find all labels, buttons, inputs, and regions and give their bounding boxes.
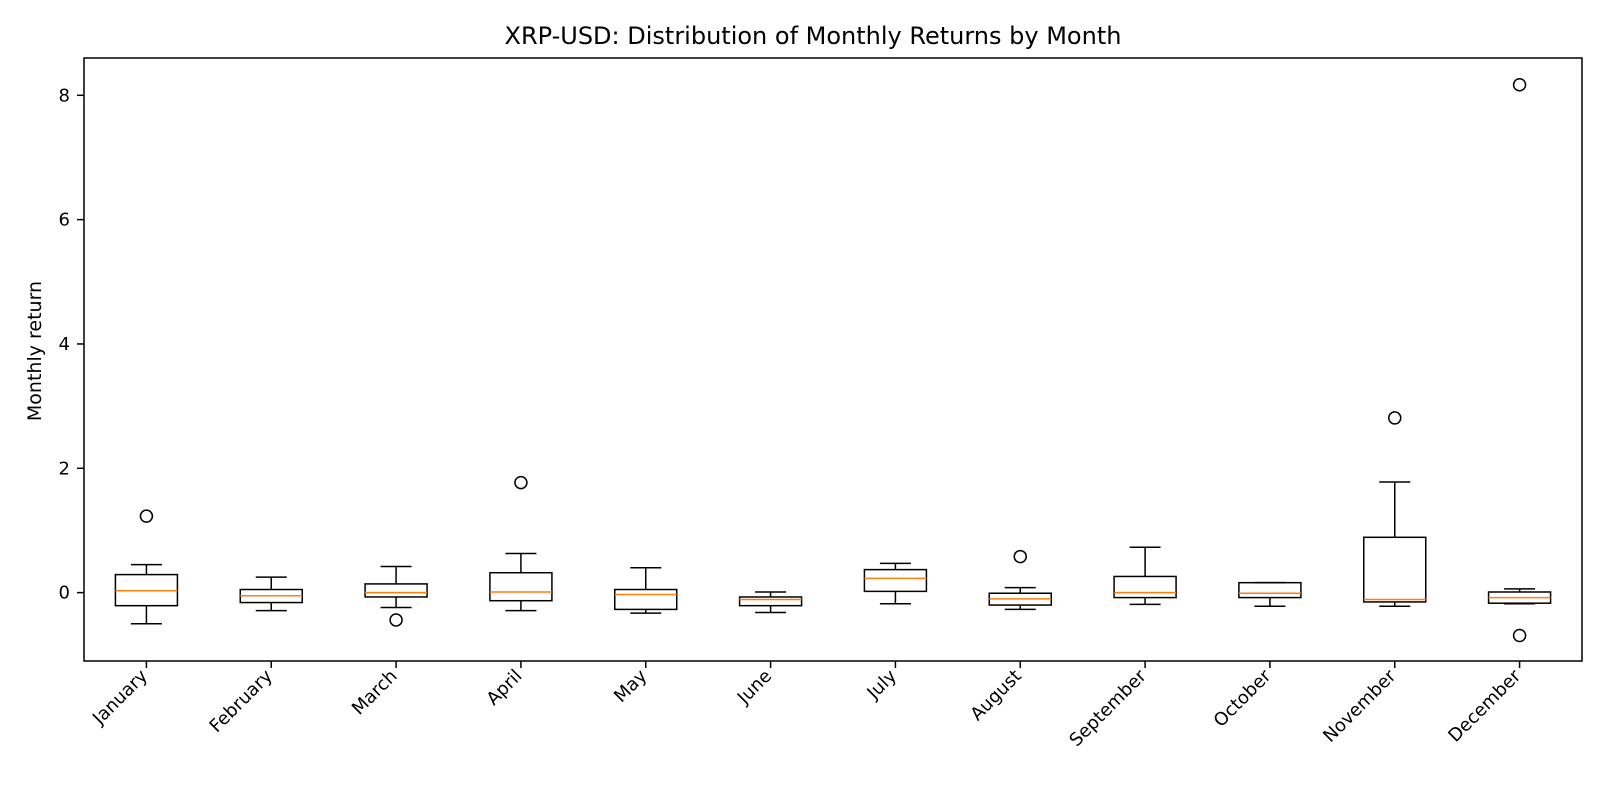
box-iqr: [1238, 581, 1302, 599]
box-iqr: [1113, 575, 1177, 599]
y-tick-label: 4: [59, 334, 70, 355]
outlier-point: [139, 509, 154, 523]
chart-title: XRP-USD: Distribution of Monthly Returns…: [505, 22, 1122, 50]
x-tick-label: May: [610, 665, 651, 706]
x-tick-label: December: [1444, 665, 1525, 746]
box-iqr: [1363, 536, 1427, 603]
box-iqr: [614, 588, 678, 611]
y-tick-label: 6: [59, 210, 70, 231]
x-tick-label: November: [1319, 665, 1400, 746]
x-tick-label: June: [733, 666, 776, 709]
outlier-point: [514, 475, 528, 490]
box-iqr: [863, 568, 928, 593]
x-tick-label: October: [1210, 665, 1276, 731]
box-iqr: [364, 583, 428, 598]
outlier-point: [1512, 628, 1527, 643]
outlier-point: [1512, 77, 1527, 92]
plot-frame: [83, 57, 1583, 662]
outlier-point: [1013, 549, 1027, 564]
x-tick-label: September: [1065, 665, 1151, 751]
y-tick-label: 8: [59, 85, 70, 106]
x-tick-label: March: [348, 666, 402, 720]
y-axis-label: Monthly return: [24, 281, 46, 421]
outlier-point: [1388, 411, 1402, 425]
y-tick-label: 2: [59, 458, 70, 479]
box-iqr: [489, 571, 553, 602]
x-tick-label: August: [966, 666, 1025, 725]
plot-area: 0 2 4 6 8 January February March April May June Jul…: [59, 77, 1552, 751]
x-tick-label: January: [88, 665, 152, 729]
x-tick-label: February: [206, 665, 277, 736]
outlier-point: [389, 613, 403, 627]
x-tick-label: April: [483, 666, 527, 710]
box-iqr: [738, 596, 803, 607]
y-tick-label: 0: [59, 583, 70, 604]
x-tick-label: July: [863, 665, 902, 704]
